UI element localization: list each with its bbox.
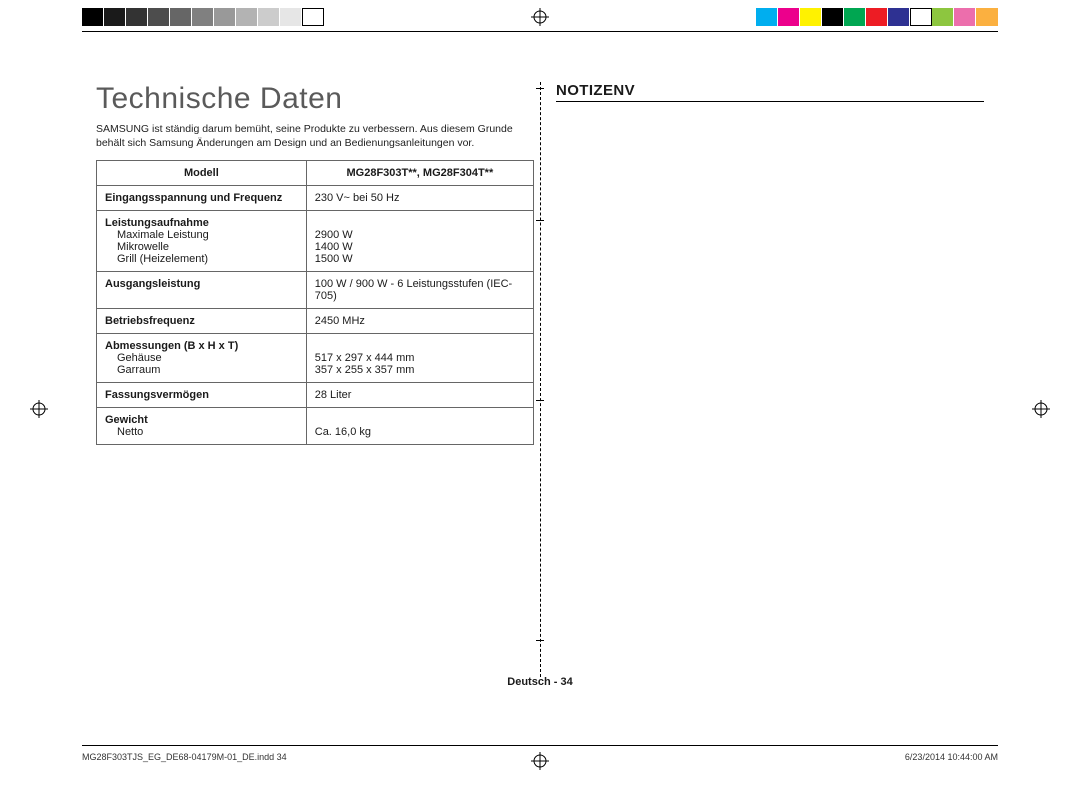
color-swatch [800,8,822,26]
table-cell-value: Ca. 16,0 kg [306,408,533,445]
gray-swatch [280,8,302,26]
row-value: 230 V~ bei 50 Hz [315,192,525,204]
gray-swatch [170,8,192,26]
row-label: Ausgangsleistung [105,278,298,290]
table-cell-label: Betriebsfrequenz [97,309,307,334]
color-swatch [932,8,954,26]
color-swatch [778,8,800,26]
color-swatch-bar [756,8,998,26]
table-row: Fassungsvermögen 28 Liter [97,383,534,408]
registration-mark-right [1032,400,1050,418]
color-swatch [756,8,778,26]
table-cell-label: GewichtNetto [97,408,307,445]
right-column: NOTIZENV [540,82,984,662]
gray-swatch [192,8,214,26]
color-swatch [866,8,888,26]
row-sublabel: Garraum [105,364,298,376]
registration-mark-bottom [531,752,549,770]
bottom-rule [82,745,998,746]
row-value: 100 W / 900 W - 6 Leistungsstufen (IEC-7… [315,278,525,302]
table-row: LeistungsaufnahmeMaximale LeistungMikrow… [97,211,534,272]
row-sublabel: Grill (Heizelement) [105,253,298,265]
color-swatch [954,8,976,26]
gray-swatch [258,8,280,26]
page-subtitle: SAMSUNG ist ständig darum bemüht, seine … [96,122,534,150]
gray-swatch [302,8,324,26]
table-row: Abmessungen (B x H x T)GehäuseGarraum 51… [97,334,534,383]
gray-swatch [148,8,170,26]
gray-swatch [214,8,236,26]
registration-mark-top [531,8,549,26]
row-value: Ca. 16,0 kg [315,426,525,438]
footer-page-label: Deutsch - 34 [0,676,1080,688]
table-cell-label: LeistungsaufnahmeMaximale LeistungMikrow… [97,211,307,272]
table-row: Eingangsspannung und Frequenz 230 V~ bei … [97,186,534,211]
table-header-row: Modell MG28F303T**, MG28F304T** [97,161,534,186]
gray-swatch [126,8,148,26]
footer-meta-left: MG28F303TJS_EG_DE68-04179M-01_DE.indd 34 [82,752,287,762]
gray-swatch [236,8,258,26]
color-swatch [910,8,932,26]
top-rule [82,31,998,32]
row-sublabel: Netto [105,426,298,438]
row-value: 2450 MHz [315,315,525,327]
page-root: Technische Daten SAMSUNG ist ständig dar… [0,0,1080,792]
table-cell-value: 2450 MHz [306,309,533,334]
row-value [315,217,525,229]
gray-swatch [104,8,126,26]
row-label: Fassungsvermögen [105,389,298,401]
row-label: Betriebsfrequenz [105,315,298,327]
row-value: 357 x 255 x 357 mm [315,364,525,376]
table-row: Ausgangsleistung 100 W / 900 W - 6 Leistu… [97,272,534,309]
row-value: 28 Liter [315,389,525,401]
row-sublabel: Maximale Leistung [105,229,298,241]
row-sublabel: Mikrowelle [105,241,298,253]
content-area: Technische Daten SAMSUNG ist ständig dar… [96,82,984,662]
row-value [315,340,525,352]
table-cell-label: Eingangsspannung und Frequenz [97,186,307,211]
row-label: Abmessungen (B x H x T) [105,340,298,352]
row-label: Gewicht [105,414,298,426]
table-cell-value: 28 Liter [306,383,533,408]
table-row: GewichtNetto Ca. 16,0 kg [97,408,534,445]
table-header-left: Modell [97,161,307,186]
table-cell-value: 517 x 297 x 444 mm357 x 255 x 357 mm [306,334,533,383]
page-title: Technische Daten [96,82,534,116]
row-label: Leistungsaufnahme [105,217,298,229]
table-row: Betriebsfrequenz 2450 MHz [97,309,534,334]
notes-heading: NOTIZENV [556,82,984,102]
table-header-right: MG28F303T**, MG28F304T** [306,161,533,186]
table-cell-label: Abmessungen (B x H x T)GehäuseGarraum [97,334,307,383]
gray-swatch [82,8,104,26]
footer-meta-right: 6/23/2014 10:44:00 AM [905,752,998,762]
row-value [315,414,525,426]
spec-table: Modell MG28F303T**, MG28F304T** Eingangs… [96,160,534,445]
table-cell-value: 230 V~ bei 50 Hz [306,186,533,211]
table-cell-label: Ausgangsleistung [97,272,307,309]
row-value: 2900 W [315,229,525,241]
row-value: 1400 W [315,241,525,253]
row-sublabel: Gehäuse [105,352,298,364]
gray-swatch-bar [82,8,324,26]
row-value: 517 x 297 x 444 mm [315,352,525,364]
table-cell-label: Fassungsvermögen [97,383,307,408]
color-swatch [888,8,910,26]
registration-mark-left [30,400,48,418]
table-cell-value: 100 W / 900 W - 6 Leistungsstufen (IEC-7… [306,272,533,309]
row-label: Eingangsspannung und Frequenz [105,192,298,204]
color-swatch [822,8,844,26]
row-value: 1500 W [315,253,525,265]
color-swatch [976,8,998,26]
color-swatch [844,8,866,26]
left-column: Technische Daten SAMSUNG ist ständig dar… [96,82,540,662]
table-cell-value: 2900 W1400 W1500 W [306,211,533,272]
